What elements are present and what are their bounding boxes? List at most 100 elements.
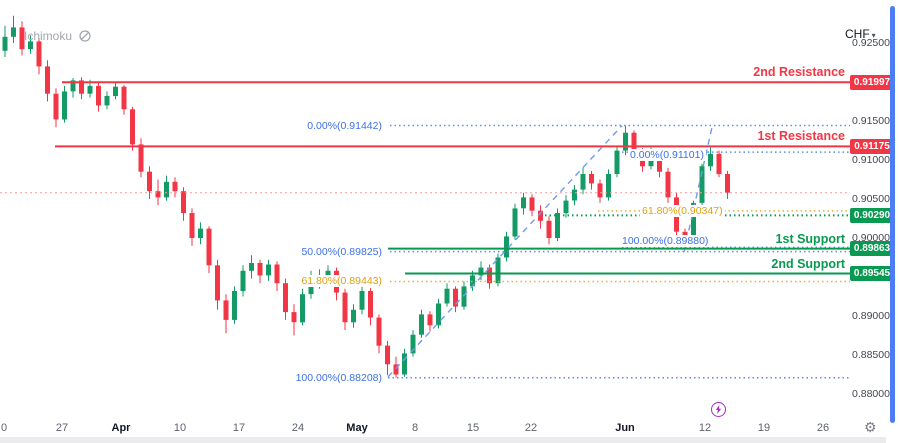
support-1-label[interactable]: 1st Support: [775, 231, 845, 246]
x-axis-label: Jun: [615, 422, 635, 434]
candle-body: [215, 265, 220, 301]
candle-body: [657, 152, 662, 172]
candle-body: [487, 267, 492, 284]
vertical-scrollbar[interactable]: [890, 6, 895, 423]
fib-level-label[interactable]: 61.80%(0.90347): [640, 204, 725, 217]
eye-off-icon[interactable]: [78, 29, 92, 43]
candle-body: [53, 93, 59, 120]
candle-body: [2, 36, 8, 51]
event-marker-lightning-icon[interactable]: [711, 402, 726, 417]
candle-body: [79, 80, 84, 94]
candle-body: [104, 96, 110, 106]
candle-body: [198, 228, 203, 238]
candle-body: [138, 144, 144, 172]
candle-body: [419, 314, 424, 335]
candle-body: [725, 174, 730, 193]
candle-body: [300, 294, 305, 323]
x-axis-label: 10: [173, 422, 187, 434]
price-badge-0.91175: 0.91175: [850, 138, 894, 154]
candle-body: [606, 174, 611, 198]
candle-body: [155, 191, 161, 198]
indicator-legend: Ichimoku: [24, 29, 92, 43]
candle-body: [589, 174, 594, 184]
candle-body: [376, 317, 382, 346]
candle-body: [402, 353, 407, 375]
price-badge-0.91997: 0.91997: [850, 74, 894, 90]
candle-body: [62, 91, 67, 120]
y-axis-label: 0.88000: [852, 388, 890, 400]
price-badge-0.89863: 0.89863: [850, 241, 894, 257]
candle-body: [716, 153, 722, 175]
candle-body: [351, 309, 356, 323]
fib-level-label[interactable]: 0.00%(0.91101): [628, 149, 706, 162]
fib-level-label[interactable]: 100.00%(0.88208): [293, 371, 384, 384]
candle-body: [410, 334, 416, 354]
y-axis-label: 0.90000: [852, 232, 890, 244]
resistance-1-label[interactable]: 1st Resistance: [757, 129, 845, 144]
y-axis-label: 0.91500: [852, 115, 890, 127]
candle-body: [19, 27, 25, 50]
candle-body: [393, 364, 399, 375]
candle-body: [529, 197, 535, 211]
candle-body: [512, 208, 518, 237]
currency-selector[interactable]: CHF ▾: [845, 27, 876, 41]
trendline-1[interactable]: [387, 125, 623, 378]
horizontal-scrollbar-track[interactable]: [0, 437, 886, 443]
candle-body: [521, 197, 526, 209]
candle-body: [555, 213, 560, 238]
fib-level-label[interactable]: 100.00%(0.89880): [620, 235, 711, 248]
price-badge-0.89545: 0.89545: [850, 266, 894, 281]
y-axis-label: 0.89000: [852, 310, 890, 322]
fib-level-label[interactable]: 50.00%(0.89825): [299, 245, 384, 258]
candle-body: [580, 174, 586, 190]
candle-body: [665, 171, 671, 198]
x-axis-label: 8: [411, 422, 419, 434]
candle-body: [113, 86, 118, 97]
candle-body: [164, 181, 169, 198]
x-axis-label: 26: [816, 422, 830, 434]
candle-body: [45, 66, 50, 94]
axis-settings-gear-icon[interactable]: ⚙: [864, 419, 877, 435]
candle-body: [504, 236, 509, 258]
fib-level-label[interactable]: 0.00%(0.91442): [305, 119, 384, 132]
candle-body: [461, 286, 467, 307]
candle-body: [614, 150, 620, 174]
candle-body: [546, 220, 552, 238]
candle-body: [181, 191, 186, 213]
y-axis-label: 0.91000: [852, 154, 890, 166]
x-axis-label: 0: [0, 422, 8, 434]
candle-body: [453, 288, 458, 307]
candle-body: [223, 300, 229, 320]
x-axis-label: Apr: [111, 422, 131, 434]
candle-body: [368, 291, 373, 318]
support-2-label[interactable]: 2nd Support: [771, 256, 845, 271]
candle-body: [257, 263, 263, 276]
candle-body: [249, 263, 254, 271]
candle-body: [70, 80, 76, 92]
candle-body: [623, 132, 628, 151]
candle-body: [121, 86, 127, 110]
candle-body: [342, 292, 348, 323]
candle-body: [130, 109, 135, 145]
x-axis-label: 24: [291, 422, 305, 434]
fib-level-label[interactable]: 61.80%(0.89443): [299, 275, 384, 288]
y-axis-label: 0.88500: [852, 349, 890, 361]
candle-body: [11, 27, 16, 37]
x-axis-label: 17: [232, 422, 246, 434]
candle-body: [563, 200, 569, 214]
candle-body: [699, 166, 705, 203]
x-axis-label: 27: [55, 422, 69, 434]
resistance-2-label[interactable]: 2nd Resistance: [753, 65, 845, 80]
candle-body: [478, 267, 484, 276]
y-axis-label: 0.90500: [852, 193, 890, 205]
x-axis-label: 15: [466, 422, 480, 434]
candle-body: [444, 288, 450, 304]
candle-body: [597, 183, 603, 198]
x-axis-label: 22: [524, 422, 538, 434]
candle-body: [96, 85, 101, 106]
candle-body: [36, 41, 42, 67]
candle-body: [87, 85, 93, 94]
candle-body: [28, 41, 33, 50]
